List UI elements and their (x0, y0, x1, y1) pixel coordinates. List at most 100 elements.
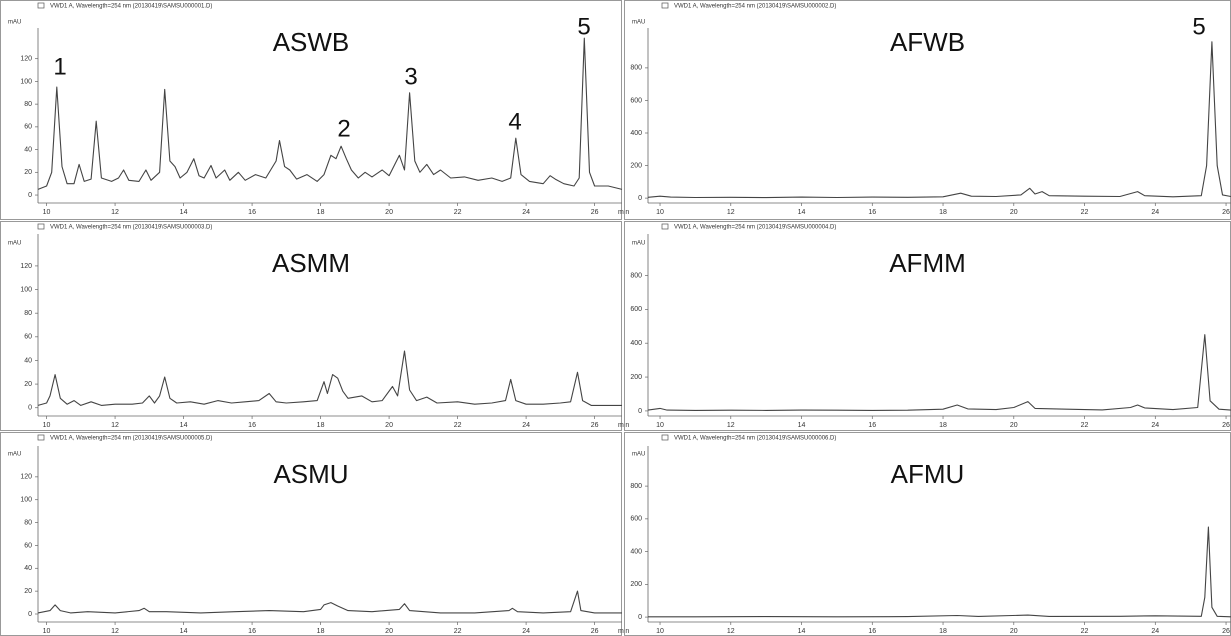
y-axis-label: mAU (8, 241, 21, 247)
trace (647, 41, 1231, 199)
x-tick-label: 10 (43, 628, 51, 635)
y-tick-label: 0 (28, 405, 32, 412)
y-tick-label: 400 (630, 548, 642, 555)
x-tick-label: 26 (591, 422, 599, 429)
y-tick-label: 0 (28, 192, 32, 199)
panel-title: ASWB (273, 27, 350, 57)
x-tick-label: 26 (591, 628, 599, 635)
panel-header: VWD1 A, Wavelength=254 nm (20130419\SAMS… (674, 225, 836, 231)
y-tick-label: 120 (20, 56, 32, 63)
x-tick-label: 10 (43, 209, 51, 216)
y-tick-label: 40 (24, 357, 32, 364)
x-axis-label: min (618, 422, 629, 429)
x-tick-label: 12 (727, 422, 735, 429)
x-tick-label: 24 (1151, 422, 1159, 429)
y-tick-label: 80 (24, 310, 32, 317)
x-tick-label: 18 (317, 209, 325, 216)
x-tick-label: 18 (939, 209, 947, 216)
x-tick-label: 22 (1081, 628, 1089, 635)
x-tick-label: 12 (111, 628, 119, 635)
x-tick-label: 10 (43, 422, 51, 429)
x-tick-label: 22 (454, 628, 462, 635)
header-icon (661, 434, 669, 441)
y-tick-label: 120 (20, 263, 32, 270)
header-icon (661, 2, 669, 9)
x-axis-label: min (618, 209, 629, 216)
x-tick-label: 22 (454, 209, 462, 216)
x-tick-label: 12 (727, 628, 735, 635)
panel-header: VWD1 A, Wavelength=254 nm (20130419\SAMS… (50, 225, 212, 231)
x-tick-label: 12 (111, 422, 119, 429)
peak-label: 5 (1192, 13, 1205, 40)
header-icon (37, 2, 45, 9)
x-tick-label: 18 (317, 422, 325, 429)
y-tick-label: 60 (24, 124, 32, 131)
x-tick-label: 14 (180, 628, 188, 635)
x-tick-label: 22 (1081, 422, 1089, 429)
x-axis-label: min (618, 628, 629, 635)
panel-header: VWD1 A, Wavelength=254 nm (20130419\SAMS… (50, 436, 212, 442)
y-tick-label: 80 (24, 519, 32, 526)
panel-title: AFWB (890, 27, 965, 57)
y-tick-label: 20 (24, 381, 32, 388)
y-axis-label: mAU (8, 20, 21, 26)
y-tick-label: 400 (630, 130, 642, 137)
x-tick-label: 22 (454, 422, 462, 429)
x-tick-label: 14 (180, 209, 188, 216)
y-tick-label: 20 (24, 588, 32, 595)
x-tick-label: 20 (1010, 209, 1018, 216)
y-axis-label: mAU (8, 452, 21, 458)
x-tick-label: 16 (868, 209, 876, 216)
y-tick-label: 120 (20, 474, 32, 481)
x-tick-label: 18 (939, 422, 947, 429)
y-tick-label: 60 (24, 542, 32, 549)
y-tick-label: 600 (630, 306, 642, 313)
x-tick-label: 16 (868, 628, 876, 635)
y-axis-label: mAU (632, 20, 645, 26)
y-tick-label: 20 (24, 169, 32, 176)
trace (647, 334, 1231, 411)
header-icon (37, 434, 45, 441)
panel-title: ASMM (272, 248, 350, 278)
y-tick-label: 40 (24, 565, 32, 572)
panel-header: VWD1 A, Wavelength=254 nm (20130419\SAMS… (674, 436, 836, 442)
x-tick-label: 18 (317, 628, 325, 635)
x-tick-label: 26 (591, 209, 599, 216)
y-tick-label: 400 (630, 340, 642, 347)
panel-frame (0, 221, 622, 431)
x-tick-label: 22 (1081, 209, 1089, 216)
y-tick-label: 800 (630, 65, 642, 72)
y-axis-label: mAU (632, 241, 645, 247)
x-tick-label: 24 (1151, 209, 1159, 216)
y-tick-label: 200 (630, 374, 642, 381)
trace (648, 526, 1231, 618)
y-tick-label: 0 (638, 614, 642, 621)
y-tick-label: 600 (630, 97, 642, 104)
x-tick-label: 12 (727, 209, 735, 216)
y-tick-label: 800 (630, 272, 642, 279)
x-tick-label: 14 (798, 209, 806, 216)
x-tick-label: 16 (248, 422, 256, 429)
panel-header: VWD1 A, Wavelength=254 nm (20130419\SAMS… (50, 4, 212, 10)
header-icon (661, 223, 669, 230)
x-tick-label: 14 (798, 422, 806, 429)
x-tick-label: 24 (522, 628, 530, 635)
x-tick-label: 20 (1010, 628, 1018, 635)
panel-title: AFMM (889, 248, 966, 278)
y-tick-label: 80 (24, 101, 32, 108)
x-tick-label: 20 (385, 422, 393, 429)
x-tick-label: 14 (798, 628, 806, 635)
x-tick-label: 24 (522, 422, 530, 429)
y-tick-label: 100 (20, 286, 32, 293)
x-tick-label: 20 (1010, 422, 1018, 429)
y-tick-label: 800 (630, 483, 642, 490)
y-axis-label: mAU (632, 452, 645, 458)
y-tick-label: 0 (28, 611, 32, 618)
x-tick-label: 26 (1222, 628, 1230, 635)
y-tick-label: 100 (20, 78, 32, 85)
peak-label: 2 (337, 115, 350, 142)
x-tick-label: 16 (248, 628, 256, 635)
y-tick-label: 600 (630, 516, 642, 523)
